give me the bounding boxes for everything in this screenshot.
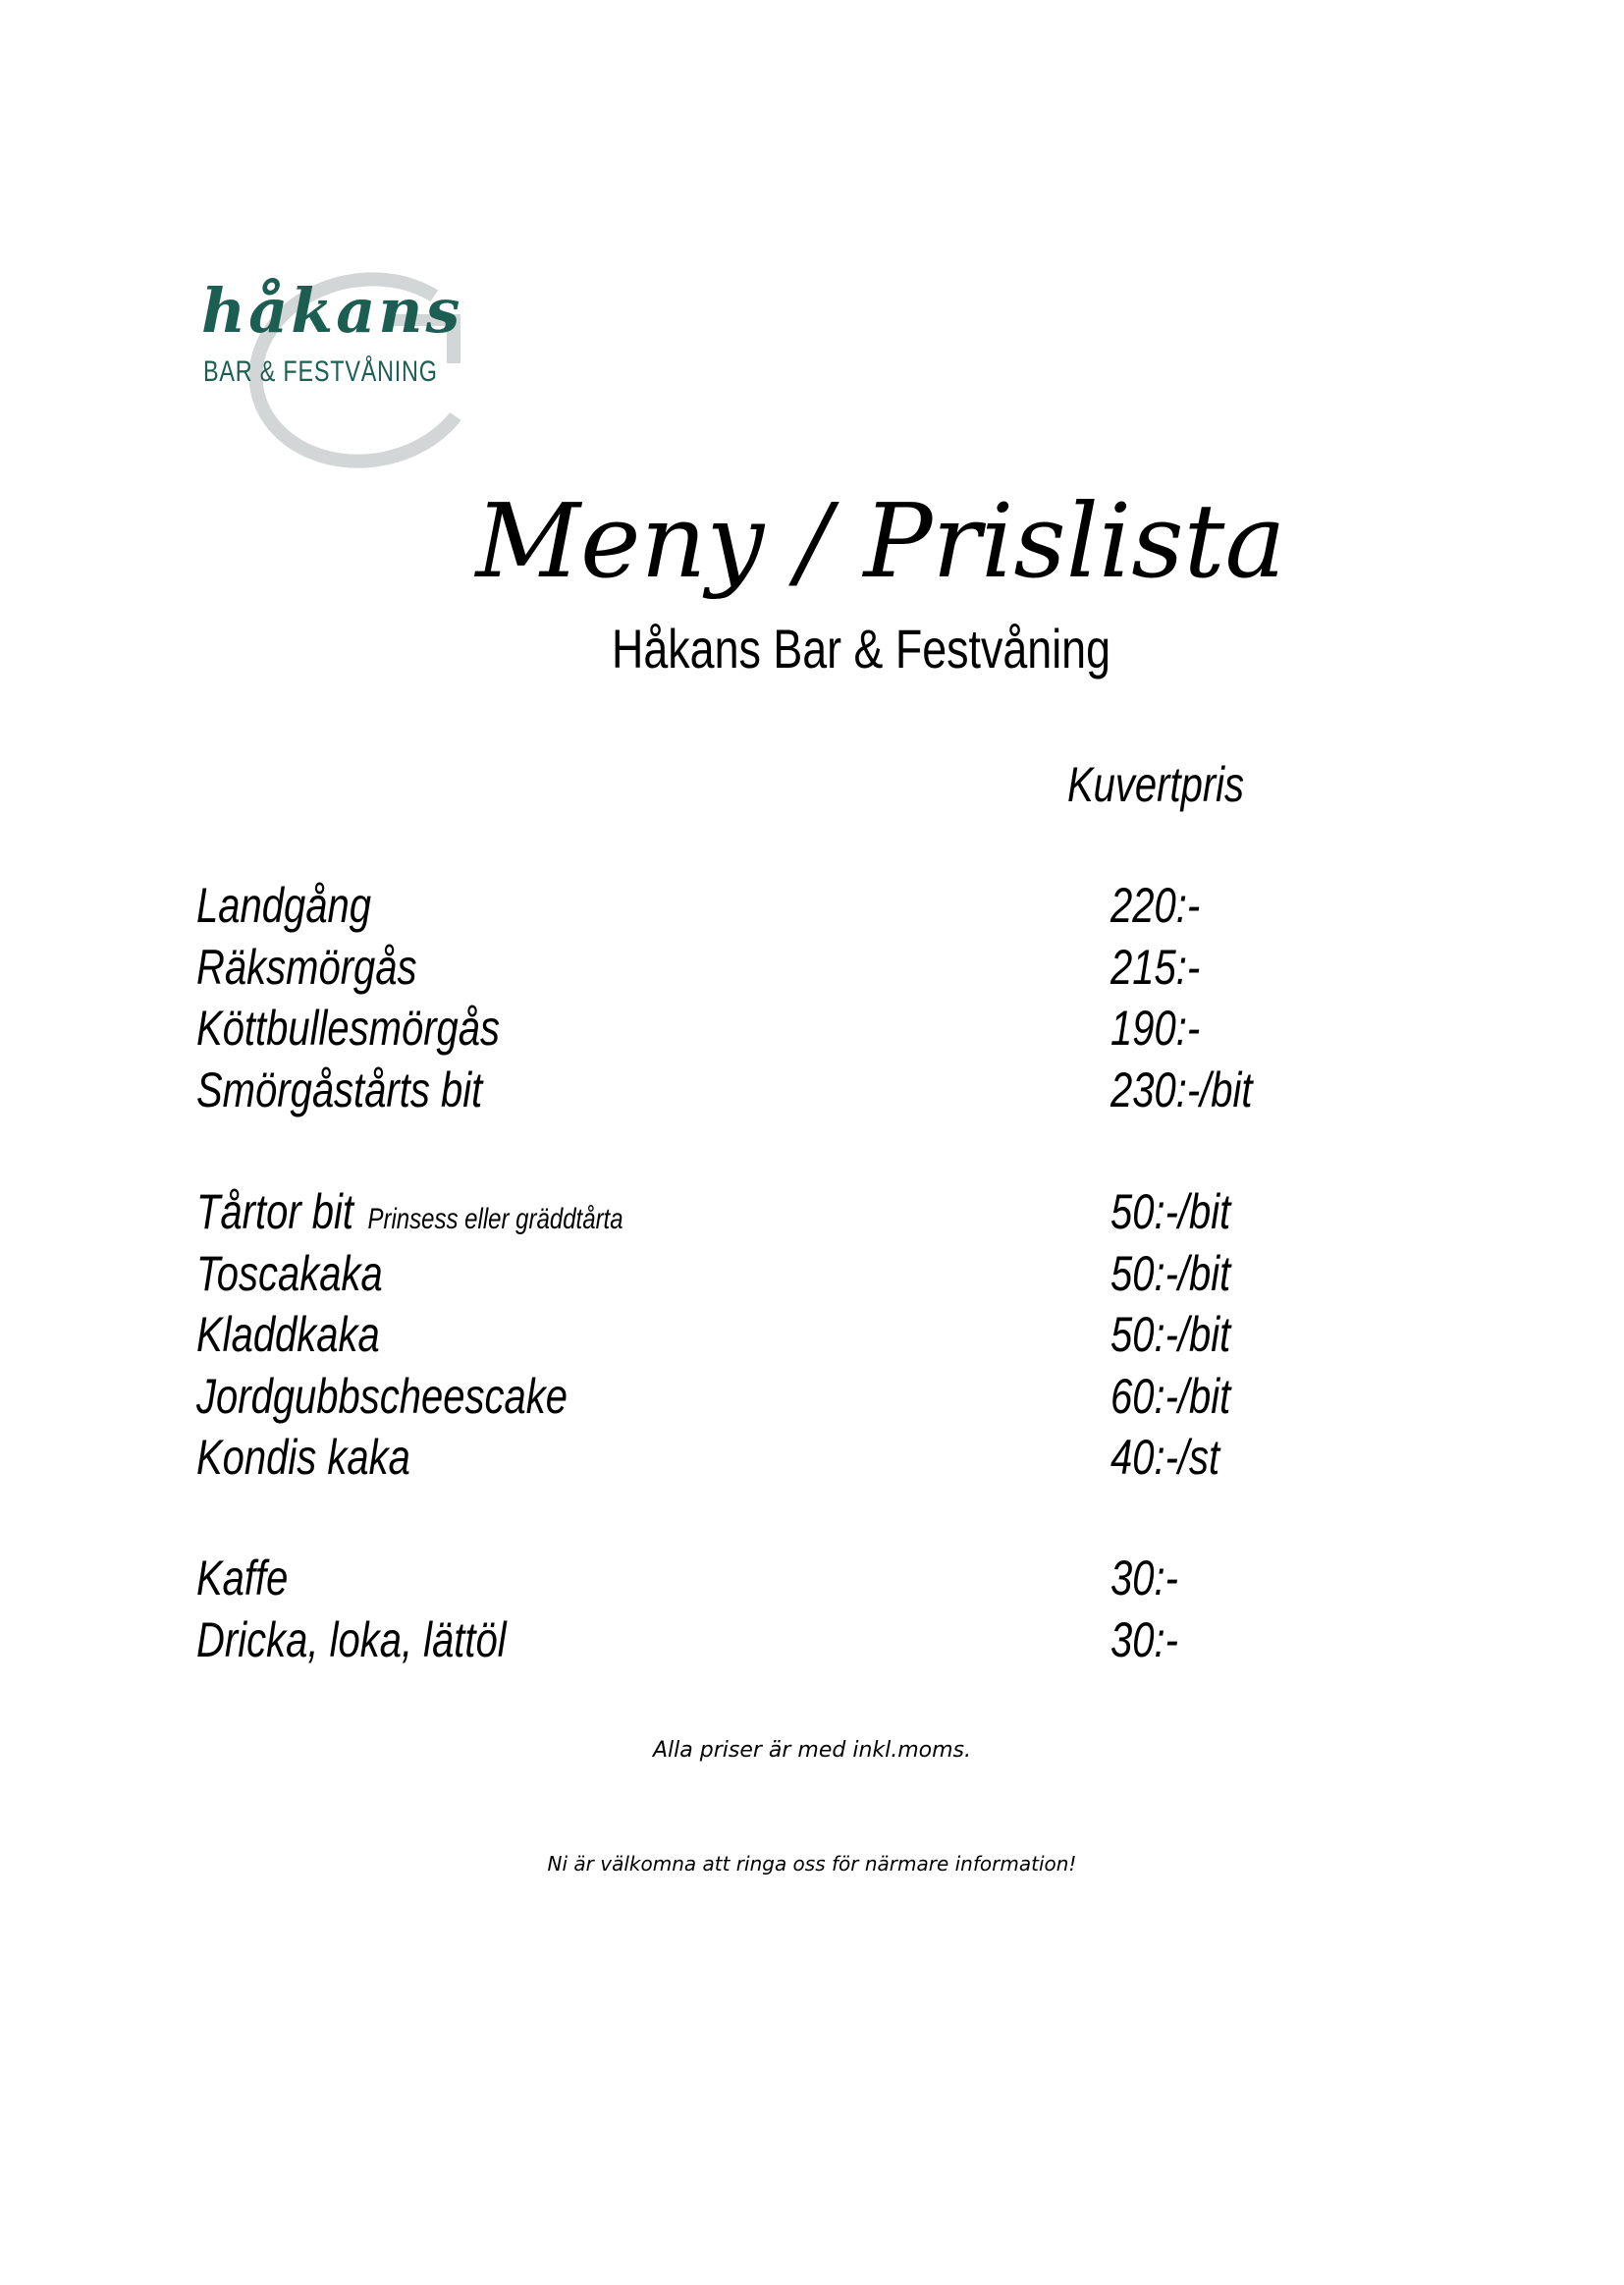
menu-item: Toscakaka 50:-/bit: [196, 1245, 1375, 1304]
menu-item: Kondis kaka 40:-/st: [196, 1429, 1375, 1488]
menu-item-price: 190:-: [1110, 1001, 1201, 1056]
item-name-text: Smörgåstårts bit: [196, 1061, 483, 1117]
menu-item: Dricka, loka, lättöl 30:-: [196, 1611, 1375, 1670]
menu-item-price: 215:-: [1110, 939, 1201, 995]
item-name-text: Köttbullesmörgås: [196, 1001, 501, 1056]
price-column-header: Kuvertpris: [1067, 757, 1245, 812]
item-name-text: Kaffe: [196, 1551, 289, 1605]
page-subtitle: Håkans Bar & Festvåning: [612, 618, 1110, 680]
menu-item-name: Dricka, loka, lättöl: [196, 1611, 507, 1668]
menu-item-name: Toscakaka: [196, 1245, 383, 1302]
item-name-text: Landgång: [196, 878, 371, 933]
item-name-text: Räksmörgås: [196, 939, 417, 995]
menu-item-price: 50:-/bit: [1110, 1245, 1231, 1301]
menu-item-name: Kondis kaka: [196, 1429, 410, 1486]
item-name-text: Jordgubbscheescake: [196, 1368, 568, 1424]
menu-item-price: 30:-: [1110, 1611, 1178, 1667]
menu-item-note: Prinsess eller gräddtårta: [367, 1203, 623, 1235]
menu-item: Köttbullesmörgås 190:-: [196, 1000, 1375, 1059]
menu-item: Kladdkaka 50:-/bit: [196, 1306, 1375, 1365]
logo-name: håkans: [201, 275, 463, 347]
menu-item-name: Kladdkaka: [196, 1306, 380, 1363]
menu-item-price: 50:-/bit: [1110, 1184, 1231, 1239]
menu-item-price: 220:-: [1110, 878, 1201, 933]
item-name-text: Kladdkaka: [196, 1307, 380, 1362]
menu-item-name: Tårtor bit Prinsess eller gräddtårta: [196, 1183, 623, 1240]
menu-item-name: Köttbullesmörgås: [196, 1000, 500, 1057]
item-name-text: Toscakaka: [196, 1245, 383, 1301]
logo-bar-graphic: [388, 314, 457, 326]
menu-item-price: 40:-/st: [1110, 1430, 1220, 1485]
page-title: Meny / Prislista: [475, 481, 1286, 601]
menu-item: Smörgåstårts bit 230:-/bit: [196, 1061, 1375, 1120]
logo-subtitle: BAR & FESTVÅNING: [203, 355, 438, 388]
menu-item: Landgång 220:-: [196, 877, 1375, 936]
menu-item: Tårtor bit Prinsess eller gräddtårta 50:-/…: [196, 1183, 1375, 1242]
menu-item-name: Kaffe: [196, 1550, 288, 1606]
menu-item-name: Smörgåstårts bit: [196, 1061, 482, 1118]
menu-item-name: Landgång: [196, 877, 371, 934]
menu-item: Jordgubbscheescake 60:-/bit: [196, 1368, 1375, 1427]
menu-item: Kaffe 30:-: [196, 1550, 1375, 1608]
menu-item-price: 50:-/bit: [1110, 1307, 1231, 1362]
menu-item-price: 230:-/bit: [1110, 1061, 1253, 1117]
menu-item-name: Jordgubbscheescake: [196, 1368, 568, 1425]
contact-note: Ni är välkomna att ringa oss för närmare…: [547, 1852, 1077, 1876]
vat-note: Alla priser är med inkl.moms.: [652, 1738, 972, 1763]
logo: håkans BAR & FESTVÅNING: [191, 253, 498, 487]
item-name-text: Tårtor bit: [196, 1184, 354, 1239]
logo-bar-graphic: [447, 314, 460, 363]
menu-item: Räksmörgås 215:-: [196, 939, 1375, 998]
menu-item-name: Räksmörgås: [196, 939, 417, 996]
menu-item-price: 30:-: [1110, 1551, 1178, 1605]
item-name-text: Kondis kaka: [196, 1430, 410, 1485]
item-name-text: Dricka, loka, lättöl: [196, 1611, 507, 1667]
menu-item-price: 60:-/bit: [1110, 1368, 1231, 1424]
